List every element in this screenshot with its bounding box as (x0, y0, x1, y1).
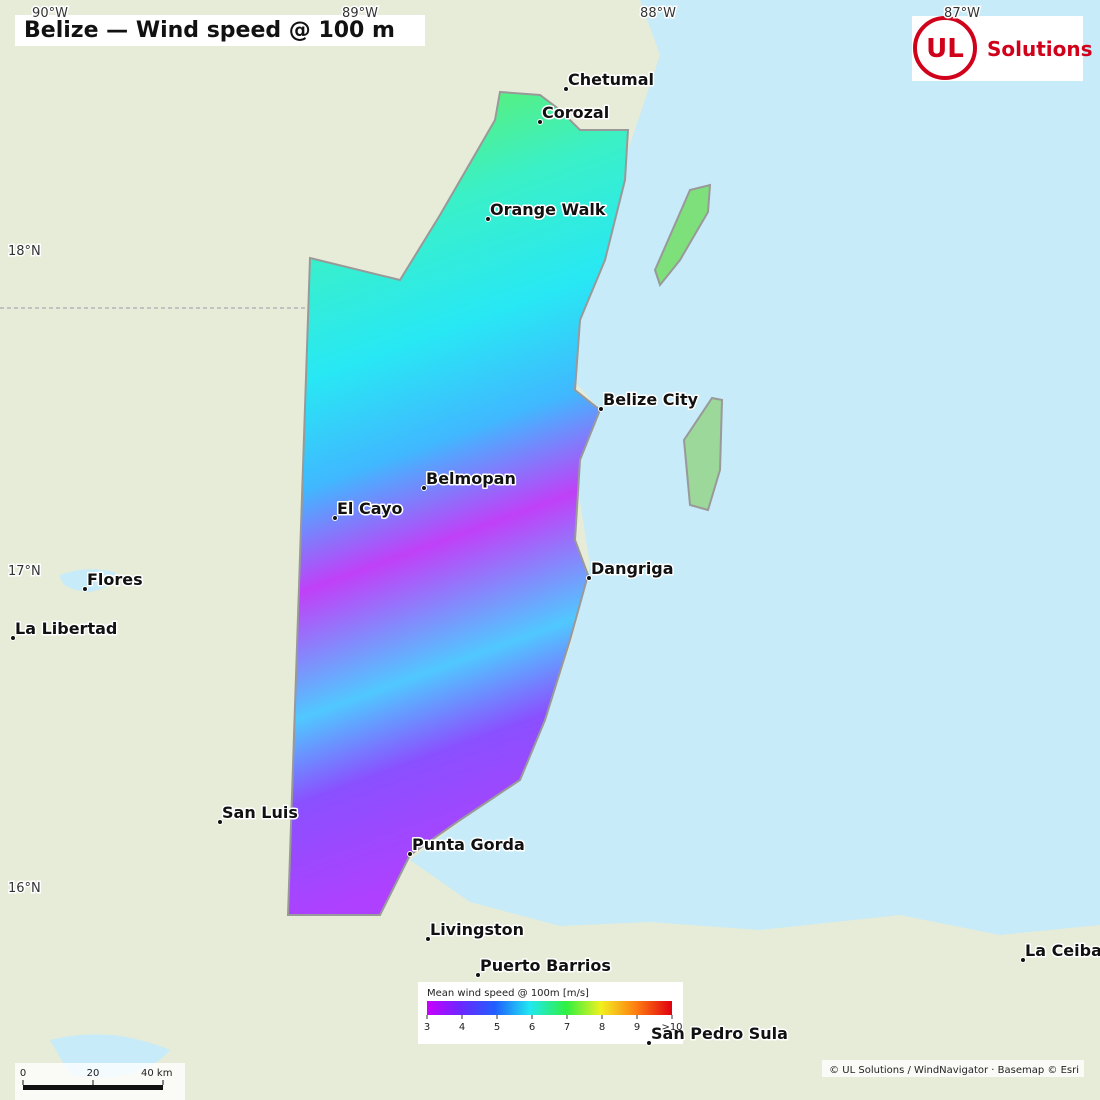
city-label: El Cayo (337, 499, 402, 518)
city-dot (563, 86, 569, 92)
lat-label: 17°N (8, 564, 41, 579)
city-label: Flores (87, 570, 143, 589)
city-dot (10, 635, 16, 641)
city-dot (646, 1040, 652, 1046)
scale-label: 20 (87, 1068, 100, 1079)
city-label: Belize City (603, 390, 699, 409)
logo-box (912, 16, 1083, 81)
title: Belize — Wind speed @ 100 m (24, 18, 395, 43)
colorbar-label: 4 (459, 1022, 465, 1033)
belize-wind (286, 90, 630, 916)
city-label: Corozal (542, 103, 609, 122)
legend-title: Mean wind speed @ 100m [m/s] (427, 988, 589, 999)
lon-label: 87°W (944, 6, 980, 21)
colorbar-label: 6 (529, 1022, 535, 1033)
lat-label: 16°N (8, 881, 41, 896)
city-label: Dangriga (591, 559, 674, 578)
city-dot (537, 119, 543, 125)
cayes (653, 183, 712, 288)
city-label: La Libertad (15, 619, 117, 638)
cayes (682, 396, 724, 512)
scale-bar (23, 1085, 163, 1090)
lon-label: 90°W (32, 6, 68, 21)
city-dot (332, 515, 338, 521)
city-label: Livingston (430, 920, 524, 939)
title-box (15, 15, 425, 46)
city-dot (485, 216, 491, 222)
logo-mark: UL (926, 34, 964, 64)
scale-box (15, 1063, 185, 1100)
city-label: San Pedro Sula (651, 1024, 788, 1043)
city-label: Chetumal (568, 70, 654, 89)
colorbar-label: 9 (634, 1022, 640, 1033)
city-dot (598, 406, 604, 412)
logo-text: Solutions (987, 37, 1093, 61)
colorbar-label: >10 (661, 1022, 682, 1033)
city-dot (217, 819, 223, 825)
city-dot (1020, 957, 1026, 963)
city-dot (82, 586, 88, 592)
city-label: Puerto Barrios (480, 956, 611, 975)
city-dot (475, 972, 481, 978)
lon-label: 88°W (640, 6, 676, 21)
colorbar-label: 7 (564, 1022, 570, 1033)
lon-label: 89°W (342, 6, 378, 21)
city-dot (586, 575, 592, 581)
scale-label: 0 (20, 1068, 26, 1079)
logo-ring (913, 16, 977, 80)
city-label: La Ceiba (1025, 941, 1100, 960)
city-dot (421, 485, 427, 491)
attribution: © UL Solutions / WindNavigator · Basemap… (829, 1065, 1079, 1076)
lake (60, 569, 116, 592)
attribution-box (822, 1060, 1084, 1077)
city-label: San Luis (222, 803, 298, 822)
lat-label: 18°N (8, 244, 41, 259)
colorbar-label: 3 (424, 1022, 430, 1033)
city-label: Belmopan (426, 469, 516, 488)
city-dot (425, 936, 431, 942)
scale-label: 40 km (141, 1068, 172, 1079)
city-label: Punta Gorda (412, 835, 525, 854)
sea (410, 0, 1100, 935)
city-label: Orange Walk (490, 200, 606, 219)
colorbar-label: 5 (494, 1022, 500, 1033)
colorbar (427, 1001, 672, 1015)
colorbar-label: 8 (599, 1022, 605, 1033)
city-dot (407, 851, 413, 857)
